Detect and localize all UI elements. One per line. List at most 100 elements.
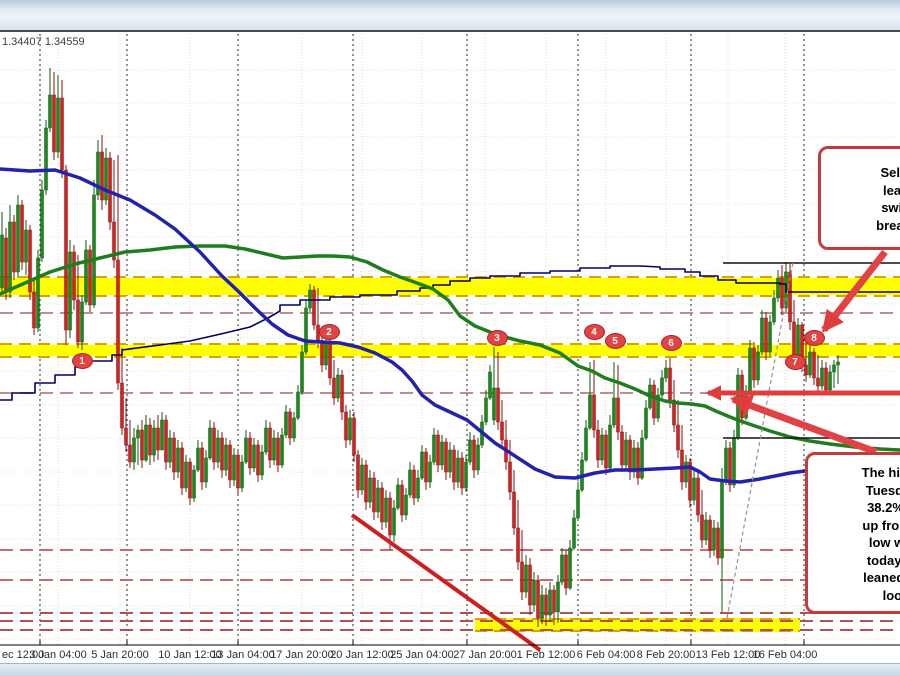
candlestick (500, 421, 504, 441)
candlestick (244, 437, 248, 463)
candlestick (352, 417, 356, 456)
time-axis-label: 3 Jan 04:00 (29, 649, 87, 661)
yellow-zone (0, 278, 900, 295)
candlestick (688, 461, 692, 501)
candlestick (560, 554, 564, 583)
candlestick (440, 441, 444, 466)
annotation-callout-sellers[interactable]: Selllers s lean aga swing an break high (818, 146, 900, 250)
moving-average-blue (0, 167, 900, 484)
candlestick (408, 469, 412, 496)
time-axis-label: 1 Feb 12:00 (516, 649, 576, 661)
candlestick (640, 437, 644, 479)
candlestick (84, 249, 88, 303)
candlestick (544, 594, 548, 616)
candlestick (396, 484, 400, 509)
candlestick (208, 427, 212, 459)
candlestick (568, 547, 572, 589)
candlestick (584, 427, 588, 461)
candlestick (628, 439, 632, 473)
numbered-marker-7[interactable]: 7 (784, 354, 806, 370)
candlestick (740, 374, 744, 419)
candlestick (456, 457, 460, 483)
candlestick (384, 497, 388, 523)
candlestick (660, 377, 664, 396)
candlestick (36, 257, 40, 329)
annotation-arrow[interactable] (729, 395, 878, 456)
numbered-marker-1[interactable]: 1 (71, 353, 93, 369)
candlestick (348, 417, 352, 441)
candlestick (304, 307, 308, 353)
candlestick (564, 554, 568, 589)
candlestick (676, 424, 680, 451)
candlestick (644, 407, 648, 439)
candlestick (220, 437, 224, 471)
candlestick (532, 579, 536, 606)
candlestick (820, 367, 824, 387)
candlestick (796, 324, 800, 359)
candlestick (596, 429, 600, 461)
candlestick (288, 411, 292, 439)
annotation-arrow[interactable] (821, 249, 888, 333)
numbered-marker-8[interactable]: 8 (803, 330, 825, 346)
candlestick (224, 444, 228, 471)
candlestick (764, 317, 768, 353)
candlestick (404, 494, 408, 516)
time-axis-label: 27 Jan 20:00 (453, 649, 517, 661)
candlestick (276, 437, 280, 466)
candlestick (20, 204, 24, 263)
numbered-marker-6[interactable]: 6 (660, 335, 682, 351)
candlestick (608, 424, 612, 469)
candlestick (816, 377, 820, 387)
candlestick (496, 387, 500, 423)
callout-text-line: Selllers s (880, 165, 900, 180)
candlestick (284, 411, 288, 436)
candlestick (328, 341, 332, 379)
candlestick (592, 394, 596, 431)
candlestick (540, 594, 544, 619)
callout-text-line: leaned on the (863, 570, 900, 585)
candlestick (836, 361, 840, 366)
candlestick (312, 289, 316, 326)
candlestick (636, 447, 640, 479)
candlestick (664, 367, 668, 379)
candlestick (360, 464, 364, 491)
candlestick (264, 427, 268, 453)
numbered-marker-3[interactable]: 3 (486, 330, 508, 346)
candlestick (824, 367, 828, 391)
candlestick (72, 251, 76, 301)
candlestick (696, 477, 700, 516)
annotation-callout-high[interactable]: The high from Tuesday and 38.2% of the up f… (805, 452, 900, 614)
candlestick (512, 491, 516, 529)
callout-text-line: low was tes (868, 535, 900, 550)
candlestick (572, 517, 576, 549)
candlestick (32, 291, 36, 329)
numbered-marker-4[interactable]: 4 (583, 324, 605, 340)
candlestick (548, 589, 552, 616)
candlestick (832, 364, 836, 373)
candlestick (780, 277, 784, 309)
candlestick (292, 417, 296, 439)
candlestick (300, 351, 304, 393)
numbered-marker-2[interactable]: 2 (318, 324, 340, 340)
candlestick (576, 489, 580, 519)
candlestick (364, 464, 368, 503)
candlestick (380, 487, 384, 523)
candlestick (792, 321, 796, 359)
time-axis-label: 20 Jan 12:00 (330, 649, 394, 661)
candlestick (736, 374, 740, 439)
candlestick (68, 251, 72, 331)
candlestick (620, 431, 624, 466)
candlestick (356, 454, 360, 491)
candlestick (492, 387, 496, 421)
candlestick (708, 519, 712, 551)
candlestick (752, 347, 756, 381)
candlestick (96, 151, 100, 196)
candlestick (428, 461, 432, 483)
candlestick (716, 527, 720, 559)
candlestick (516, 527, 520, 563)
candlestick (772, 297, 776, 323)
numbered-marker-5[interactable]: 5 (604, 333, 626, 349)
candlestick (308, 289, 312, 309)
candlestick (632, 447, 636, 473)
